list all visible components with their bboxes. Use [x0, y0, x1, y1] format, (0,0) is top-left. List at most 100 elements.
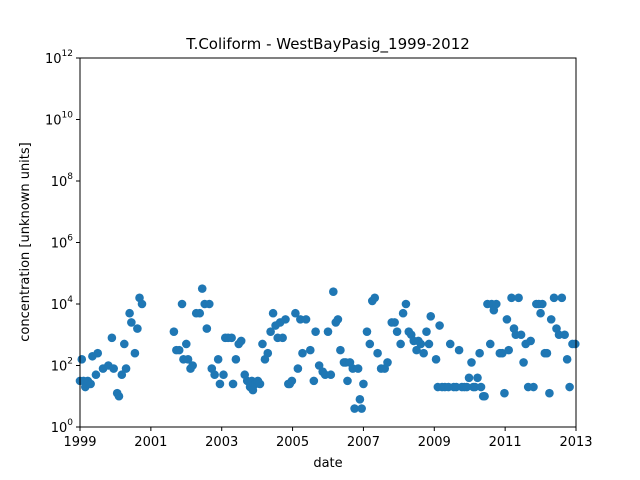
data-point [557, 293, 567, 303]
data-point [183, 355, 193, 364]
data-point [236, 336, 246, 346]
data-point [213, 355, 223, 364]
data-point [445, 339, 455, 349]
data-point [228, 379, 238, 389]
data-point [538, 299, 547, 309]
data-point [301, 315, 311, 324]
data-point [476, 382, 486, 392]
y-tick-exponent: 6 [67, 234, 73, 244]
data-point [177, 299, 187, 309]
data-point [454, 345, 464, 355]
data-point [109, 364, 118, 373]
data-point [467, 358, 476, 367]
data-point [536, 308, 545, 318]
data-point [396, 339, 405, 349]
data-point [529, 382, 538, 392]
data-point [359, 379, 368, 389]
x-tick-label: 2001 [134, 435, 167, 450]
plot-frame [79, 57, 577, 428]
x-axis-ticks: 1999 2001 2003 2005 2007 2009 2011 2013 [63, 427, 593, 450]
y-tick-label: 100 [51, 418, 74, 436]
data-point [86, 379, 95, 389]
data-point [333, 315, 343, 324]
data-point [125, 308, 134, 318]
data-point [323, 327, 333, 336]
data-point [357, 404, 366, 413]
data-points [75, 284, 580, 413]
data-point [205, 299, 214, 309]
x-tick-label: 2007 [347, 435, 380, 450]
data-point [504, 345, 513, 355]
data-point [350, 404, 359, 413]
y-tick-label: 108 [51, 172, 74, 190]
data-point [258, 339, 267, 349]
data-point [500, 388, 509, 398]
data-point [560, 330, 569, 340]
chart-title: T.Coliform - WestBayPasig_1999-2012 [185, 35, 470, 54]
x-tick-label: 2013 [559, 435, 592, 450]
data-point [127, 318, 136, 327]
data-point [119, 339, 129, 349]
y-tick-label: 1012 [45, 49, 73, 67]
y-tick-base: 10 [45, 52, 62, 67]
data-point [526, 336, 535, 346]
data-point [475, 348, 484, 358]
data-point [195, 308, 205, 318]
data-point [383, 358, 392, 367]
data-point [546, 315, 556, 324]
data-point [485, 339, 495, 349]
data-point [130, 348, 140, 358]
data-point [278, 333, 287, 343]
data-point [355, 395, 365, 404]
data-point [291, 308, 300, 318]
y-tick-exponent: 12 [62, 49, 73, 59]
y-tick-base: 10 [51, 298, 68, 313]
data-point [266, 327, 275, 336]
data-point [227, 333, 236, 343]
y-tick-label: 106 [51, 234, 74, 252]
data-point [362, 327, 372, 336]
data-point [281, 315, 290, 324]
y-tick-exponent: 4 [67, 295, 73, 305]
data-point [231, 355, 241, 364]
data-point [514, 293, 523, 303]
data-point [137, 299, 147, 309]
data-point [502, 315, 512, 324]
data-point [416, 339, 426, 349]
data-point [298, 348, 307, 358]
x-tick-label: 2005 [276, 435, 309, 450]
y-tick-exponent: 8 [67, 172, 73, 182]
data-point [419, 348, 428, 358]
y-tick-base: 10 [45, 114, 62, 129]
data-point [562, 355, 572, 364]
data-point [570, 339, 580, 349]
data-point [353, 364, 363, 373]
x-tick-label: 2009 [418, 435, 451, 450]
data-point [516, 330, 526, 340]
y-tick-base: 10 [51, 237, 68, 252]
data-point [329, 287, 338, 297]
data-point [107, 333, 117, 343]
data-point [326, 370, 336, 380]
data-point [422, 327, 431, 336]
y-tick-label: 102 [51, 357, 73, 375]
data-point [392, 327, 402, 336]
y-tick-exponent: 2 [67, 357, 73, 367]
data-point [181, 339, 191, 349]
data-point [255, 379, 265, 389]
y-tick-exponent: 0 [67, 418, 73, 428]
data-point [336, 345, 345, 355]
data-point [210, 370, 219, 380]
x-axis-label: date [313, 456, 342, 471]
data-point [365, 339, 375, 349]
data-point [491, 299, 501, 309]
data-point [498, 348, 507, 358]
data-point [370, 293, 380, 303]
y-tick-exponent: 10 [62, 111, 74, 121]
data-point [293, 364, 303, 373]
data-point [121, 364, 131, 373]
data-point [464, 373, 474, 383]
data-point [373, 348, 382, 358]
y-tick-base: 10 [51, 175, 68, 190]
